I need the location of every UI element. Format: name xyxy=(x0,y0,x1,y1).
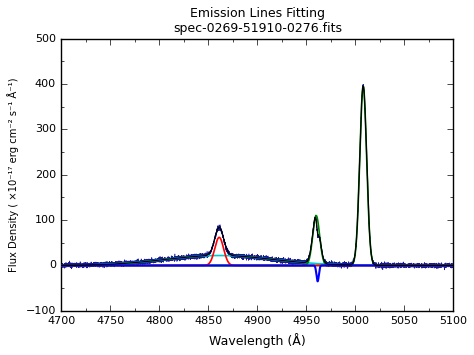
Title: Emission Lines Fitting
spec-0269-51910-0276.fits: Emission Lines Fitting spec-0269-51910-0… xyxy=(173,7,342,35)
Y-axis label: Flux Density ( ×10⁻¹⁷ erg cm⁻² s⁻¹ Å⁻¹): Flux Density ( ×10⁻¹⁷ erg cm⁻² s⁻¹ Å⁻¹) xyxy=(7,77,18,272)
X-axis label: Wavelength (Å): Wavelength (Å) xyxy=(209,333,306,348)
